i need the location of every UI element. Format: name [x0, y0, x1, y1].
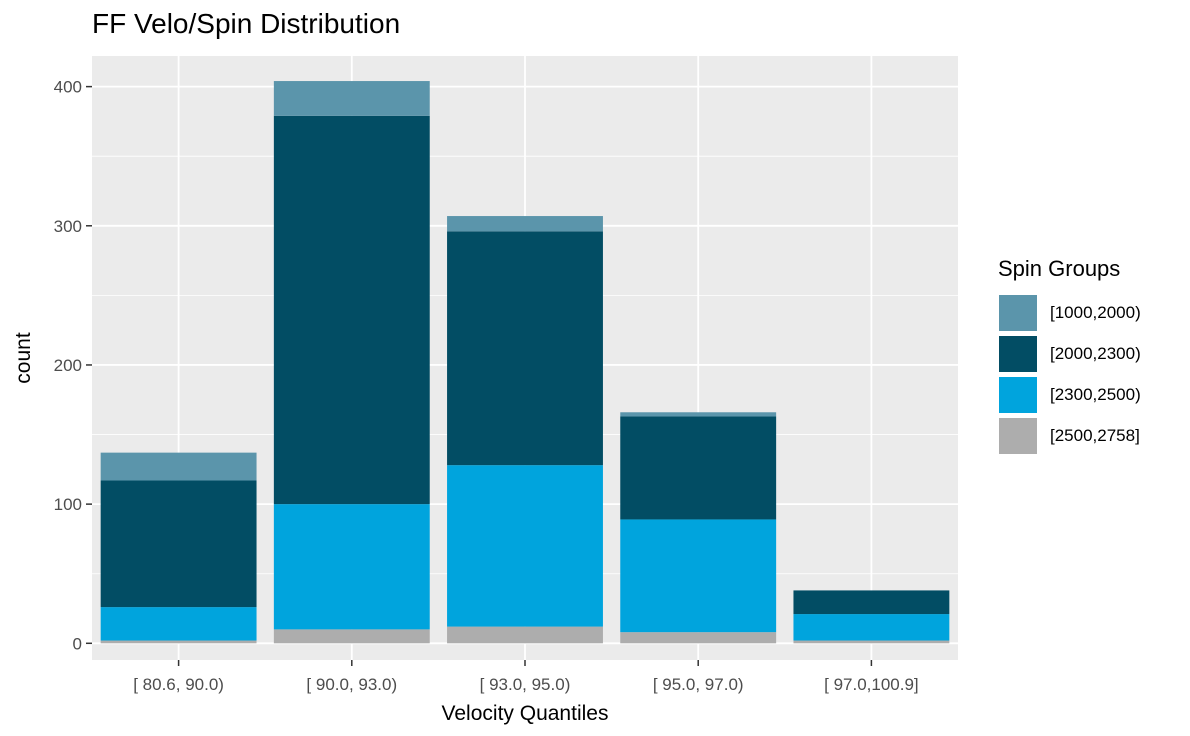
bar-segment — [447, 626, 603, 644]
legend-label: [1000,2000) — [1050, 302, 1141, 322]
chart-title: FF Velo/Spin Distribution — [92, 8, 401, 39]
bar-segment — [447, 465, 603, 627]
legend-items: [1000,2000) [2000,2300) [2300,2500) [2500,2… — [998, 292, 1141, 456]
bar-segment — [273, 629, 430, 644]
bar-segment — [273, 504, 430, 630]
legend-item: [2000,2300) — [998, 333, 1141, 374]
legend-label: [2500,2758] — [1050, 425, 1140, 445]
x-tick-label: [ 90.0, 93.0) — [306, 675, 397, 694]
bar-segment — [620, 632, 777, 644]
bar-segment — [100, 452, 257, 481]
legend-label: [2000,2300) — [1050, 343, 1141, 363]
bar-segment — [793, 614, 950, 641]
y-axis: 0 100 200 300 400 — [54, 78, 92, 653]
y-tick-label: 100 — [54, 495, 82, 514]
x-axis-title: Velocity Quantiles — [442, 702, 609, 725]
x-tick-label: [ 80.6, 90.0) — [133, 675, 224, 694]
y-tick-label: 200 — [54, 356, 82, 375]
legend-swatch — [998, 293, 1038, 332]
x-tick-label: [ 97.0,100.9] — [824, 675, 919, 694]
legend-item: [2500,2758] — [998, 415, 1141, 456]
y-tick-label: 400 — [54, 78, 82, 97]
bar-segment — [273, 115, 430, 505]
bar-segment — [100, 607, 257, 641]
bar-segment — [100, 480, 257, 608]
bar-segment — [793, 640, 950, 644]
y-tick-label: 300 — [54, 217, 82, 236]
y-axis-title: count — [12, 332, 35, 384]
legend-swatch — [998, 334, 1038, 373]
bar-segment — [447, 231, 603, 466]
bar-segment — [620, 416, 777, 520]
bar-segment — [620, 519, 777, 633]
x-tick-label: [ 93.0, 95.0) — [480, 675, 571, 694]
x-axis: [ 80.6, 90.0) [ 90.0, 93.0) [ 93.0, 95.0) [… — [133, 660, 919, 694]
x-tick-label: [ 95.0, 97.0) — [653, 675, 744, 694]
bar-segment — [447, 216, 603, 232]
legend-item: [1000,2000) — [998, 292, 1141, 333]
legend-label: [2300,2500) — [1050, 384, 1141, 404]
bar-stacks — [100, 81, 950, 644]
bar-segment — [273, 81, 430, 116]
legend-title: Spin Groups — [998, 256, 1121, 281]
bar-segment — [793, 590, 950, 615]
legend-item: [2300,2500) — [998, 374, 1141, 415]
legend: Spin Groups [1000,2000) [2000,2300) [2300,… — [998, 256, 1141, 456]
bar-segment — [100, 640, 257, 644]
bar-segment — [620, 412, 777, 417]
y-tick-label: 0 — [73, 634, 82, 653]
legend-swatch — [998, 375, 1038, 414]
legend-swatch — [998, 416, 1038, 455]
